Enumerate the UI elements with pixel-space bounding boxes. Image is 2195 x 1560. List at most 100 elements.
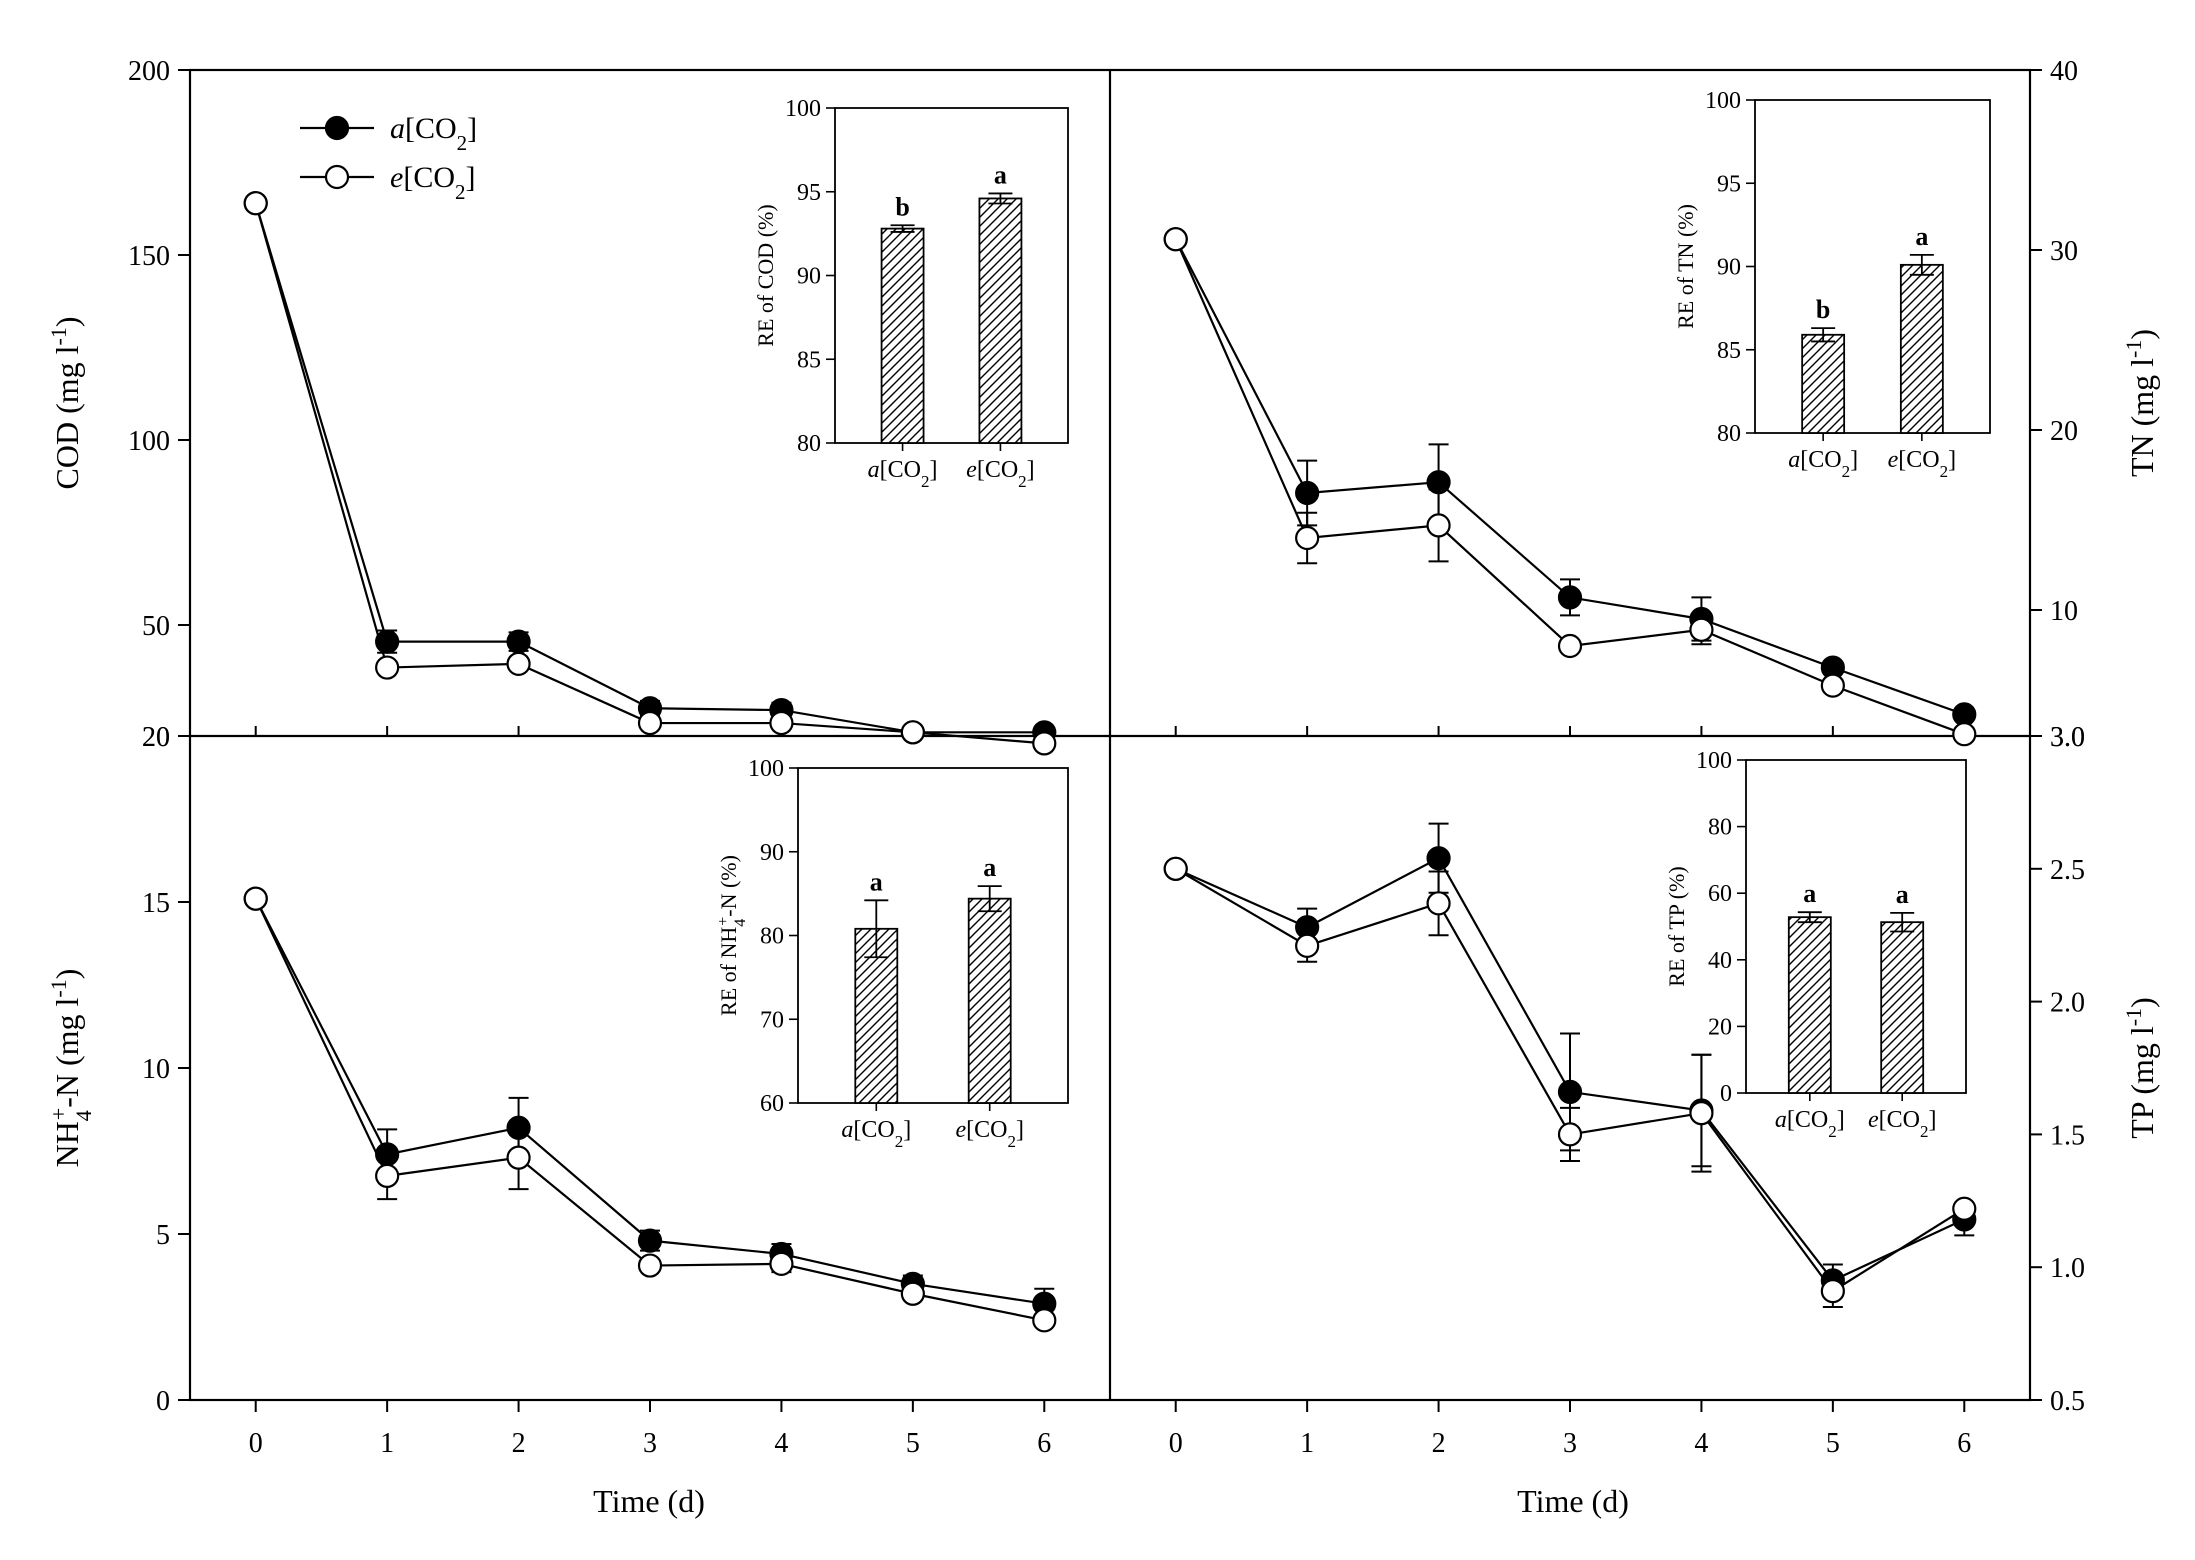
text-part: TP (mg l — [2124, 1026, 2160, 1139]
data-point-tn-1 — [1426, 513, 1451, 538]
x-tick-label-tp: 2 — [1432, 1428, 1446, 1459]
text-part: -N (mg l — [49, 997, 85, 1107]
data-point-tp-0 — [1426, 846, 1451, 871]
text-part: ] — [929, 457, 937, 483]
text-part: [CO — [880, 457, 921, 483]
data-point-cod-1 — [637, 710, 663, 736]
inset-y-tick-label-tp: 60 — [1708, 881, 1732, 907]
inset-y-tick-label-cod: 95 — [797, 180, 821, 206]
text-part: -1 — [2121, 340, 2146, 358]
inset-y-tick-label-tn: 100 — [1705, 88, 1741, 114]
y-axis-label-cod: COD (mg l-1) — [46, 317, 86, 490]
text-part: -1 — [46, 327, 71, 345]
inset-bar-tn-1 — [1899, 263, 1944, 434]
inset-x-tick-label-tp: a[CO2] — [1775, 1107, 1845, 1141]
text-part: a — [390, 112, 405, 145]
inset-frame-cod — [834, 107, 1069, 444]
text-part: [CO — [405, 112, 457, 145]
text-part: 2 — [1842, 462, 1851, 481]
inset-y-axis-label-cod: RE of COD (%) — [753, 204, 778, 346]
text-part: [CO — [977, 457, 1018, 483]
text-part: TN (mg l — [2124, 358, 2160, 477]
x-tick-label-tp: 0 — [1169, 1428, 1183, 1459]
x-tick-label-tp: 3 — [1563, 1428, 1577, 1459]
text-part: a — [1788, 447, 1800, 473]
data-point-tp-1 — [1295, 933, 1320, 958]
text-part: 2 — [455, 180, 466, 204]
x-tick-label-nh4: 2 — [512, 1428, 526, 1459]
inset-y-tick-label-nh4: 90 — [760, 840, 784, 866]
figure-frame — [188, 68, 2032, 1402]
inset-significance-letter-tn: a — [1915, 222, 1928, 251]
text-part: NH — [49, 1121, 85, 1167]
text-part: ] — [467, 112, 477, 145]
inset-y-tick-label-tp: 20 — [1708, 1014, 1732, 1040]
inset-x-tick-label-cod: e[CO2] — [966, 457, 1034, 491]
x-tick-label-nh4: 5 — [906, 1428, 920, 1459]
inset-y-tick-label-cod: 85 — [797, 347, 821, 373]
y-axis-label-tn: TN (mg l-1) — [2121, 329, 2161, 477]
inset-bar-cod-1 — [978, 197, 1023, 444]
text-part: a — [1775, 1107, 1787, 1133]
text-part: ] — [466, 161, 476, 194]
y-tick-label-tn: 10 — [2050, 596, 2078, 627]
y-axis-label-tp: TP (mg l-1) — [2121, 997, 2161, 1139]
panel-tp: 0.5 1.0 1.5 2.0 2.5 3.0 0 1 2 3 4 5 6 TP (mg l-1) 0 20 4… — [1163, 722, 2161, 1459]
inset-y-tick-label-tp: 40 — [1708, 948, 1732, 974]
legend-marker-1 — [324, 164, 350, 190]
text-part: ] — [1948, 447, 1956, 473]
data-point-tn-1 — [1557, 633, 1583, 659]
inset-y-tick-label-cod: 100 — [785, 96, 821, 122]
inset-y-tick-label-nh4: 80 — [760, 924, 784, 950]
inset-significance-letter-cod: a — [994, 160, 1007, 189]
inset-significance-letter-tn: b — [1816, 295, 1830, 324]
inset-significance-letter-nh4: a — [983, 853, 996, 882]
x-axis-label-left: Time (d) — [593, 1483, 705, 1519]
text-part: [CO — [1898, 447, 1939, 473]
inset-y-axis-label-nh4: RE of NH4+-N (%) — [715, 855, 749, 1016]
inset-y-tick-label-tn: 95 — [1717, 171, 1741, 197]
y-tick-label-nh4: 20 — [142, 722, 170, 753]
data-point-nh4-1 — [637, 1253, 663, 1278]
inset-x-tick-label-tn: e[CO2] — [1888, 447, 1957, 481]
text-part: -1 — [2121, 1008, 2146, 1026]
y-tick-label-tn: 3.0 — [2050, 722, 2085, 753]
inset-x-tick-label-tp: e[CO2] — [1868, 1107, 1937, 1141]
text-part: e — [1888, 447, 1899, 473]
y-tick-label-nh4: 5 — [156, 1220, 170, 1251]
text-part: [CO — [403, 161, 455, 194]
inset-significance-letter-nh4: a — [870, 867, 883, 896]
text-part: ) — [49, 317, 85, 328]
inset-frame-tp — [1745, 759, 1967, 1094]
y-tick-label-cod: 200 — [128, 56, 170, 87]
inset-bar-tn-0 — [1801, 333, 1846, 434]
y-tick-label-nh4: 15 — [142, 888, 170, 919]
data-point-cod-1 — [769, 710, 794, 736]
text-part: ] — [903, 1117, 911, 1143]
x-tick-label-nh4: 4 — [774, 1428, 788, 1459]
text-part: ) — [49, 969, 85, 980]
x-tick-label-tp: 4 — [1694, 1428, 1708, 1459]
text-part: 2 — [457, 131, 468, 155]
text-part: -1 — [46, 979, 71, 997]
y-tick-label-tp: 1.0 — [2050, 1253, 2085, 1284]
text-part: 2 — [1828, 1122, 1837, 1141]
data-point-tn-1 — [1820, 673, 1845, 698]
inset-y-tick-label-tn: 85 — [1717, 338, 1741, 364]
data-point-tn-1 — [1163, 227, 1188, 252]
inset-y-axis-label-tp: RE of TP (%) — [1664, 866, 1689, 986]
text-part: 2 — [1018, 472, 1026, 491]
data-point-tn-1 — [1952, 722, 1977, 747]
y-tick-label-nh4: 0 — [156, 1386, 170, 1417]
data-point-tn-1 — [1295, 525, 1320, 551]
data-point-nh4-1 — [243, 886, 268, 911]
data-point-tp-0 — [1557, 1079, 1583, 1105]
y-tick-label-nh4: 10 — [142, 1054, 170, 1085]
text-part: ) — [2124, 997, 2160, 1008]
data-point-tp-1 — [1163, 856, 1188, 881]
